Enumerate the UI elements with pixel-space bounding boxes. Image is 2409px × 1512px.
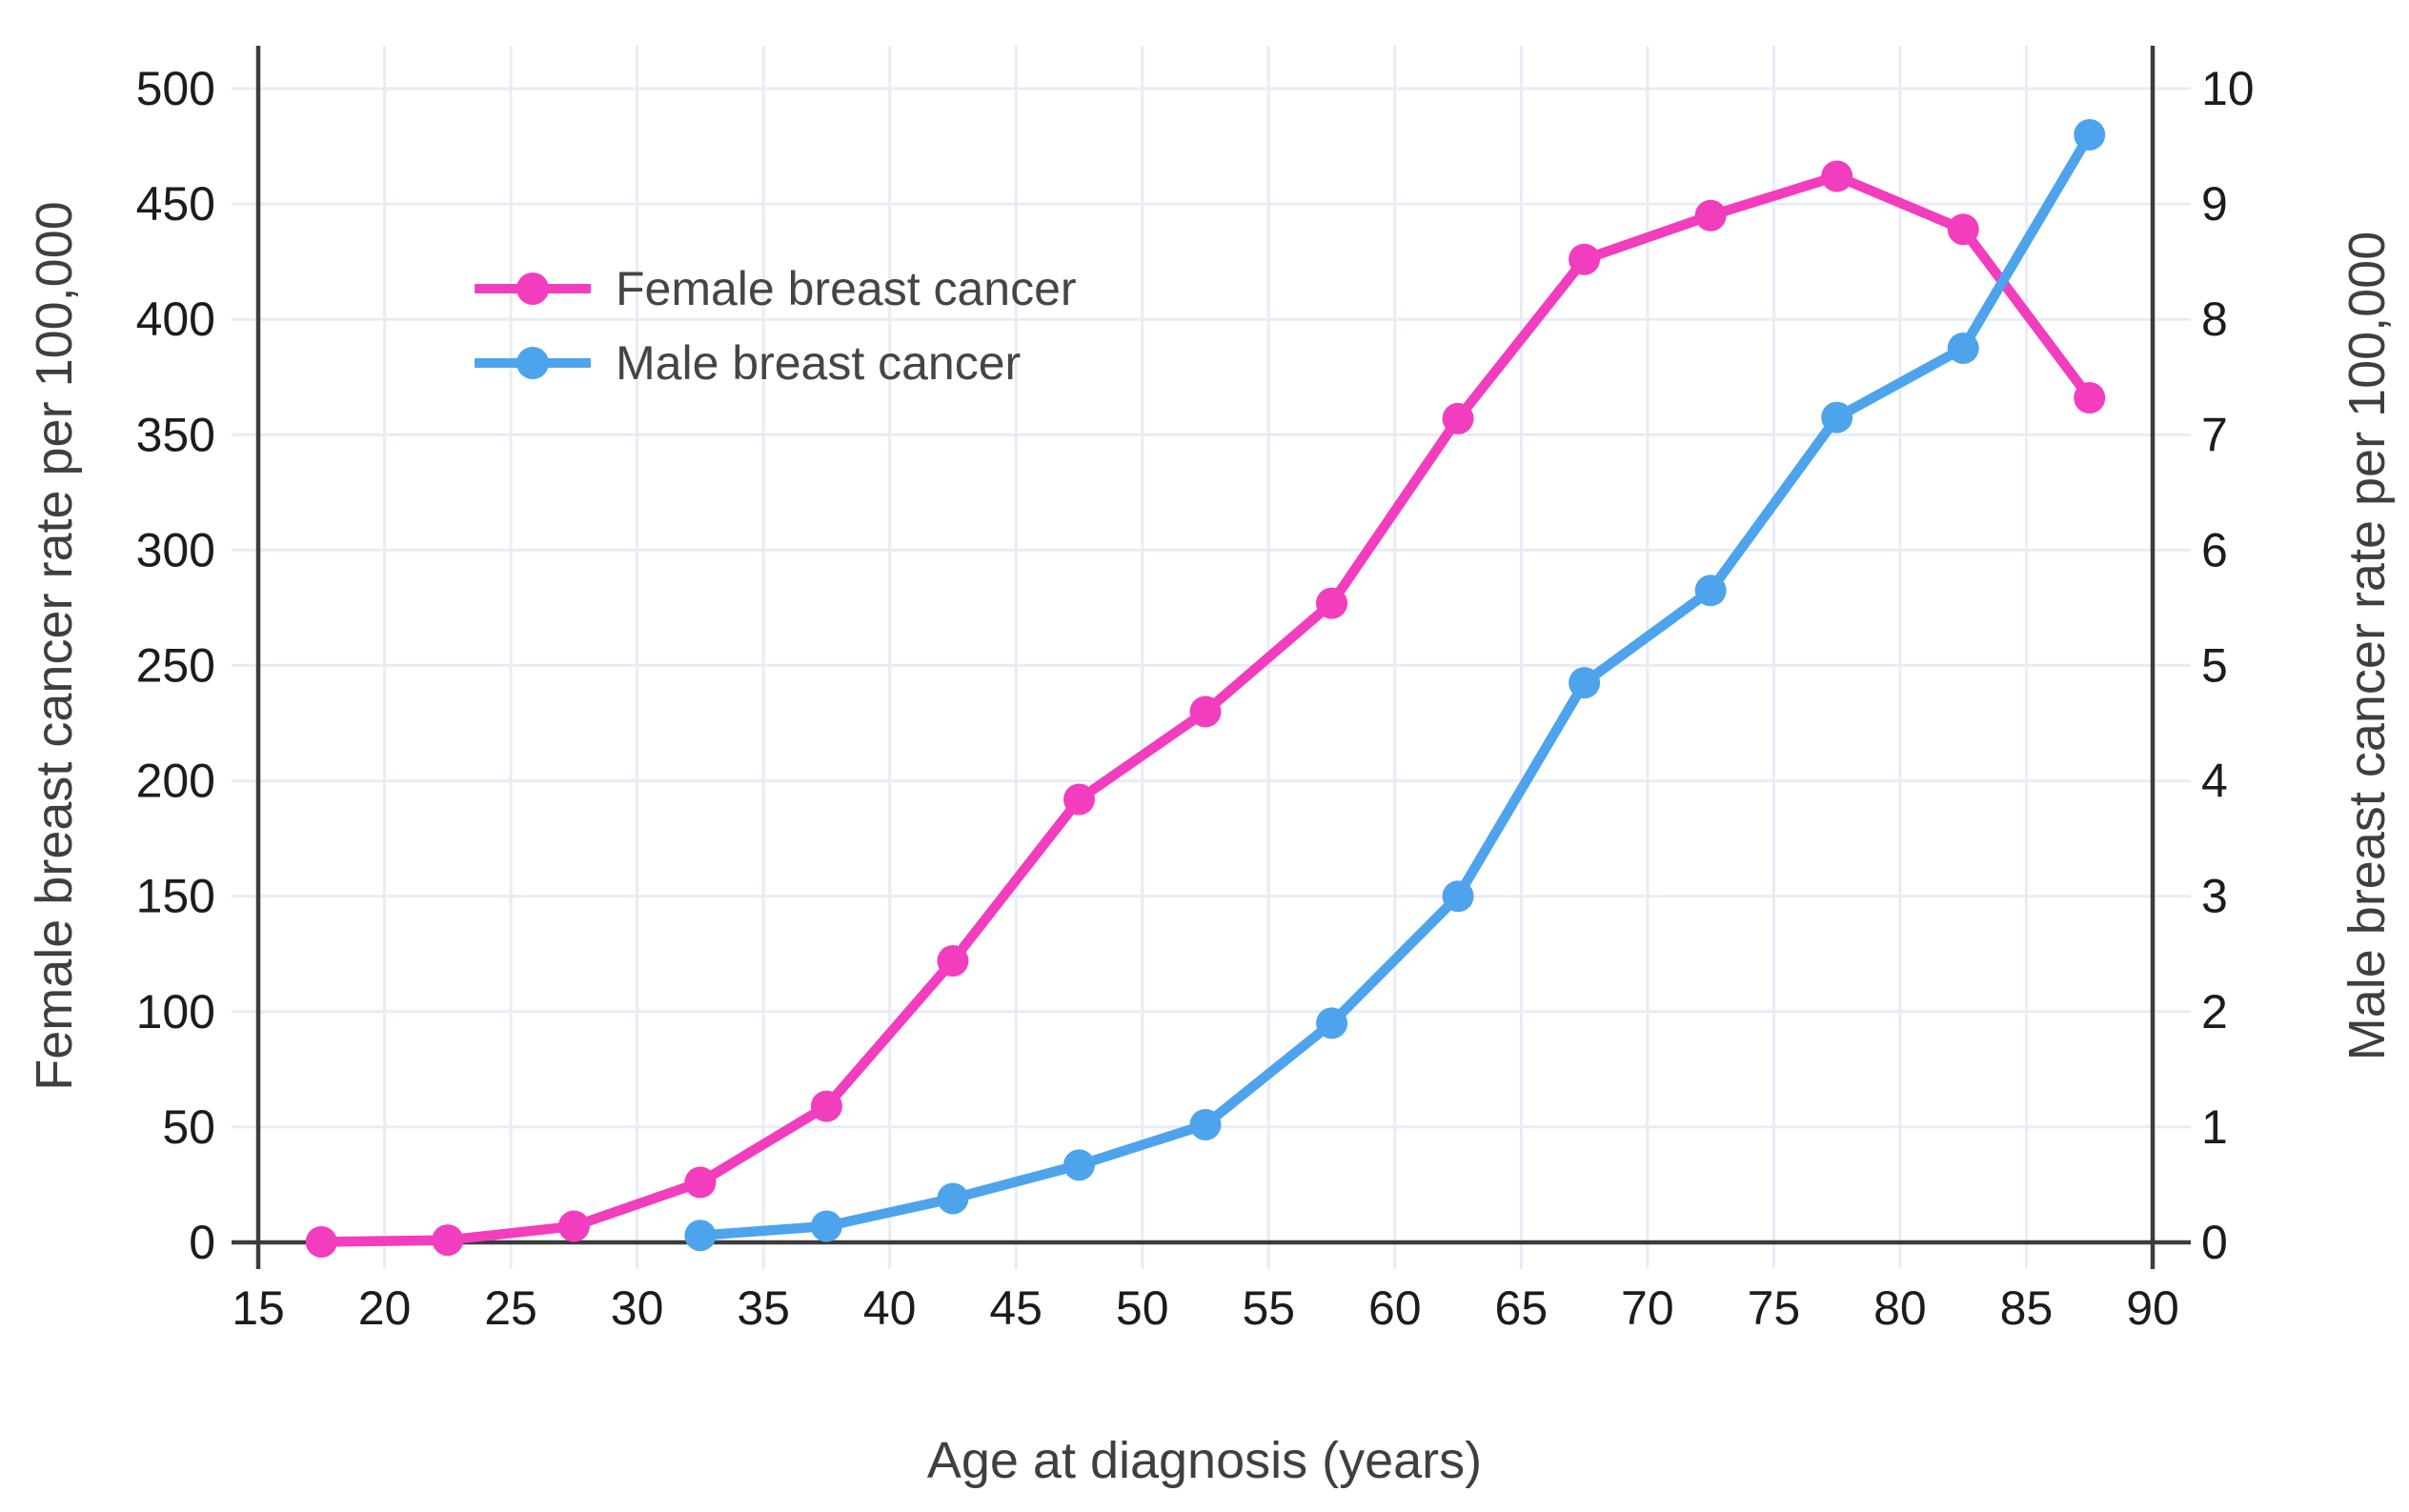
y-axis-right-tick-label: 5 <box>2201 639 2228 693</box>
y-axis-right-tick-label: 2 <box>2201 985 2228 1038</box>
female-data-point <box>1947 213 1979 246</box>
male-data-point <box>1821 401 1853 433</box>
female-data-point <box>810 1090 842 1122</box>
male-data-point <box>1316 1007 1348 1039</box>
female-data-point <box>1569 243 1601 275</box>
y-axis-right-tick-label: 4 <box>2201 755 2228 808</box>
y-axis-title-left: Female breast cancer rate per 100,000 <box>26 201 83 1091</box>
y-axis-left-tick-label: 350 <box>136 408 215 461</box>
y-axis-left-tick-label: 500 <box>136 62 215 115</box>
legend: Female breast cancer Male breast cancer <box>475 255 1077 396</box>
x-axis-tick-label: 75 <box>1748 1281 1801 1335</box>
x-axis-tick-label: 50 <box>1116 1281 1169 1335</box>
x-axis-tick-label: 45 <box>989 1281 1043 1335</box>
y-axis-left-tick-label: 400 <box>136 292 215 346</box>
female-data-point <box>1821 160 1853 192</box>
female-data-point <box>1316 587 1348 619</box>
y-axis-left-tick-label: 50 <box>162 1100 215 1154</box>
x-axis-tick-label: 85 <box>2000 1281 2054 1335</box>
y-axis-right-tick-label: 10 <box>2201 62 2255 115</box>
y-axis-right-tick-label: 9 <box>2201 177 2228 231</box>
x-axis-tick-label: 90 <box>2126 1281 2179 1335</box>
male-data-point <box>1442 880 1474 913</box>
x-axis-tick-label: 80 <box>1873 1281 1927 1335</box>
x-axis-tick-label: 30 <box>611 1281 664 1335</box>
male-data-point <box>1063 1149 1095 1181</box>
female-data-point <box>557 1210 590 1242</box>
x-axis-tick-label: 25 <box>484 1281 537 1335</box>
y-axis-left-tick-label: 250 <box>136 639 215 693</box>
y-axis-left-tick-label: 200 <box>136 755 215 808</box>
x-axis-tick-label: 40 <box>863 1281 917 1335</box>
x-axis-tick-label: 65 <box>1495 1281 1549 1335</box>
x-axis-title: Age at diagnosis (years) <box>926 1432 1483 1489</box>
female-series-swatch-icon <box>475 272 591 305</box>
male-data-point <box>684 1220 717 1252</box>
male-series-line <box>695 130 2095 1240</box>
y-axis-right-tick-label: 7 <box>2201 408 2228 461</box>
male-data-point <box>1189 1108 1222 1140</box>
female-data-point <box>1189 696 1222 728</box>
y-axis-left-tick-label: 150 <box>136 870 215 923</box>
x-axis-tick-label: 35 <box>737 1281 790 1335</box>
male-data-point <box>810 1210 842 1242</box>
x-axis-tick-label: 70 <box>1621 1281 1674 1335</box>
male-series-swatch-icon <box>475 347 591 379</box>
y-axis-left-tick-label: 300 <box>136 523 215 576</box>
female-data-point <box>1063 783 1095 816</box>
female-data-point <box>937 945 969 978</box>
female-data-point <box>432 1224 464 1257</box>
y-axis-left-tick-label: 0 <box>189 1216 215 1269</box>
female-data-point <box>305 1226 337 1259</box>
female-data-point <box>1442 402 1474 434</box>
y-axis-right-tick-label: 8 <box>2201 292 2228 346</box>
male-data-point <box>1694 575 1727 607</box>
legend-label-male: Male breast cancer <box>616 336 1022 390</box>
legend-item-female: Female breast cancer <box>475 255 1077 322</box>
y-axis-title-right: Male breast cancer rate per 100,000 <box>2338 231 2396 1061</box>
y-axis-right-tick-label: 6 <box>2201 523 2228 576</box>
y-axis-right-tick-label: 1 <box>2201 1100 2228 1154</box>
male-data-point <box>937 1182 969 1215</box>
male-data-point <box>1569 667 1601 699</box>
x-axis-tick-label: 60 <box>1368 1281 1422 1335</box>
y-axis-right-tick-label: 3 <box>2201 870 2228 923</box>
female-data-point <box>2074 382 2106 414</box>
y-axis-left-tick-label: 450 <box>136 177 215 231</box>
female-data-point <box>1694 199 1727 232</box>
female-data-point <box>684 1166 717 1199</box>
legend-item-male: Male breast cancer <box>475 330 1077 396</box>
legend-label-female: Female breast cancer <box>616 262 1077 315</box>
male-data-point <box>2074 118 2106 151</box>
male-data-point <box>1947 332 1979 364</box>
y-axis-left-tick-label: 100 <box>136 985 215 1038</box>
x-axis-tick-label: 15 <box>232 1281 285 1335</box>
x-axis-tick-label: 20 <box>358 1281 412 1335</box>
y-axis-right-tick-label: 0 <box>2201 1216 2228 1269</box>
x-axis-tick-label: 55 <box>1242 1281 1295 1335</box>
